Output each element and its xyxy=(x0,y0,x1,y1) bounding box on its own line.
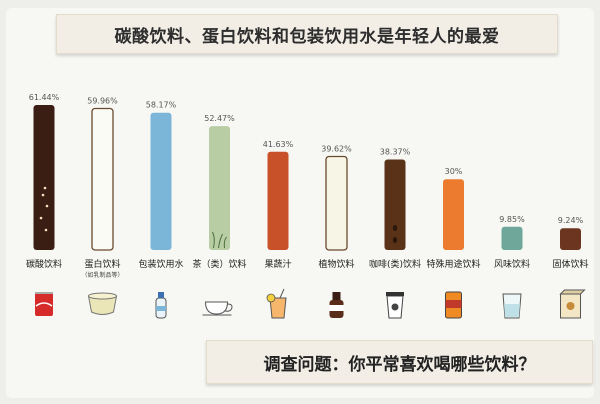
bar xyxy=(325,155,348,251)
category-label: 植物饮料 xyxy=(318,258,354,270)
cola-can-icon xyxy=(35,292,53,316)
category-label: 特殊用途饮料 xyxy=(426,258,480,270)
bubble-dot xyxy=(41,193,45,197)
energy-drink-can-icon xyxy=(445,291,462,319)
bar xyxy=(209,126,230,250)
coffee-bean xyxy=(392,225,398,231)
bar xyxy=(150,112,172,250)
bar xyxy=(443,179,464,250)
chart-title: 碳酸饮料、蛋白饮料和包装饮用水是年轻人的最爱 xyxy=(114,26,500,47)
bubble-dot xyxy=(39,216,43,220)
bar xyxy=(560,228,581,250)
bar xyxy=(501,226,523,250)
coffee-cup-icon xyxy=(386,292,404,319)
bubble-dot xyxy=(44,228,48,232)
bowl-icon xyxy=(87,292,118,315)
bubble-dot xyxy=(45,204,49,208)
bar xyxy=(384,159,406,250)
plant-drink-bottle-icon xyxy=(329,292,344,318)
category-label: 固体饮料 xyxy=(552,258,588,270)
data-label: 38.37% xyxy=(380,147,411,156)
bar xyxy=(267,151,289,250)
data-label: 9.85% xyxy=(499,215,525,224)
category-label: 蛋白饮料 xyxy=(84,258,120,270)
water-bottle-icon xyxy=(155,292,167,319)
question-banner: 调查问题：你平常喜欢喝哪些饮料？ xyxy=(206,340,593,384)
juice-glass-icon xyxy=(266,288,287,319)
category-label: 碳酸饮料 xyxy=(26,258,62,270)
category-label: 包装饮用水 xyxy=(138,258,183,270)
bar xyxy=(33,105,55,250)
tea-leaf-decoration xyxy=(212,231,227,249)
data-label: 39.62% xyxy=(321,144,352,153)
survey-question: 调查问题：你平常喜欢喝哪些饮料？ xyxy=(263,354,536,375)
title-banner: 碳酸饮料、蛋白饮料和包装饮用水是年轻人的最爱 xyxy=(56,14,558,54)
data-label: 61.44% xyxy=(29,93,60,102)
data-label: 9.24% xyxy=(558,216,584,225)
category-label: 咖啡(类)饮料 xyxy=(369,258,421,270)
data-label: 58.17% xyxy=(146,101,177,110)
data-label: 41.63% xyxy=(263,140,294,149)
category-label: 风味饮料 xyxy=(494,258,530,270)
data-label: 59.96% xyxy=(87,96,118,105)
data-label: 52.47% xyxy=(204,114,235,123)
category-note: （如乳制品等） xyxy=(81,271,123,279)
tea-cup-icon xyxy=(202,301,233,316)
coffee-bean xyxy=(392,237,398,243)
data-label: 30% xyxy=(445,167,463,176)
category-label: 茶（类）饮料 xyxy=(192,258,246,270)
powder-box-icon xyxy=(559,289,586,319)
category-label: 果蔬汁 xyxy=(264,258,291,270)
glass-icon xyxy=(502,293,522,319)
bubble-dot xyxy=(43,186,47,190)
bar xyxy=(91,107,114,251)
